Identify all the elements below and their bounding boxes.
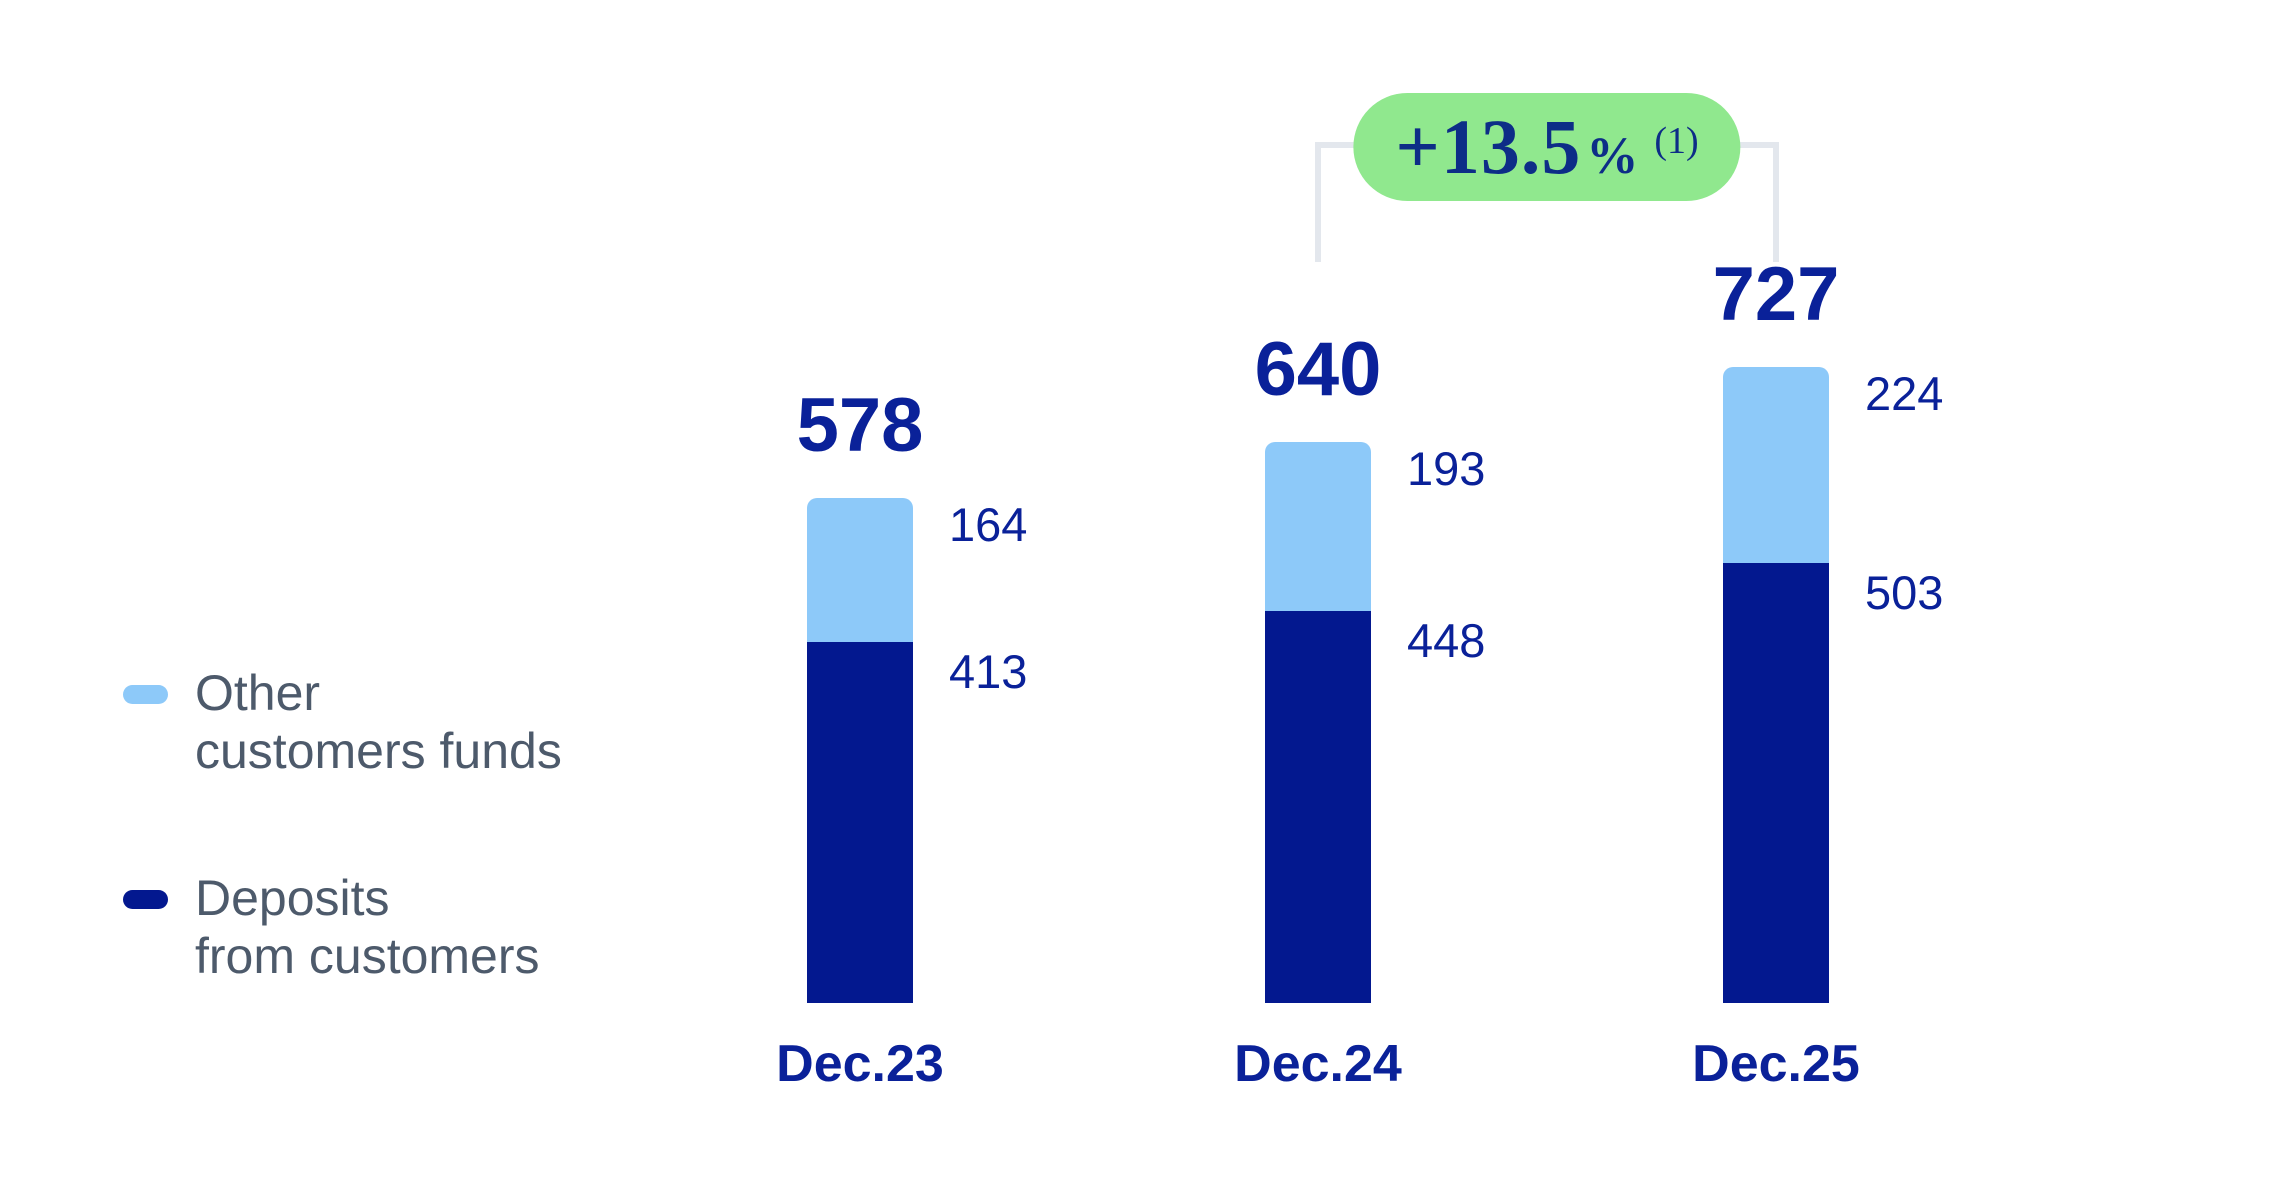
legend-item-deposits: Deposits from customers [123,869,540,985]
bar-segment-deposits [1265,611,1371,1003]
total-label: 727 [1712,251,1840,337]
legend-swatch-deposits [123,890,168,909]
bar-segment-other [807,498,913,642]
other-value-label: 164 [949,498,1028,552]
bar-segment-other [1265,442,1371,611]
other-value-label: 193 [1407,442,1486,496]
percent-sign: % [1586,128,1639,185]
other-value-label: 224 [1865,366,1944,420]
deposits-value-label: 503 [1865,565,1944,619]
growth-badge: +13.5 % (1) [1353,93,1741,201]
footnote-marker: (1) [1654,120,1699,162]
category-label: Dec.24 [1234,1035,1402,1093]
category-label: Dec.25 [1692,1035,1860,1093]
legend-label-other: Other customers funds [195,665,562,779]
legend-swatch-other [123,685,168,704]
deposits-value-label: 413 [949,644,1028,698]
bracket-line-right [1773,142,1779,262]
total-label: 640 [1254,327,1382,413]
legend-label-deposits: Deposits from customers [195,870,540,984]
deposits-value-label: 448 [1407,614,1486,667]
legend-item-other: Other customers funds [123,664,562,780]
bar-segment-other [1723,366,1829,563]
bar-segment-deposits [807,641,913,1003]
bracket-line-left [1315,142,1321,262]
bar-segment-deposits [1723,562,1829,1003]
total-label: 578 [796,383,924,469]
category-label: Dec.23 [776,1035,944,1093]
growth-value: +13.5 [1395,103,1582,190]
